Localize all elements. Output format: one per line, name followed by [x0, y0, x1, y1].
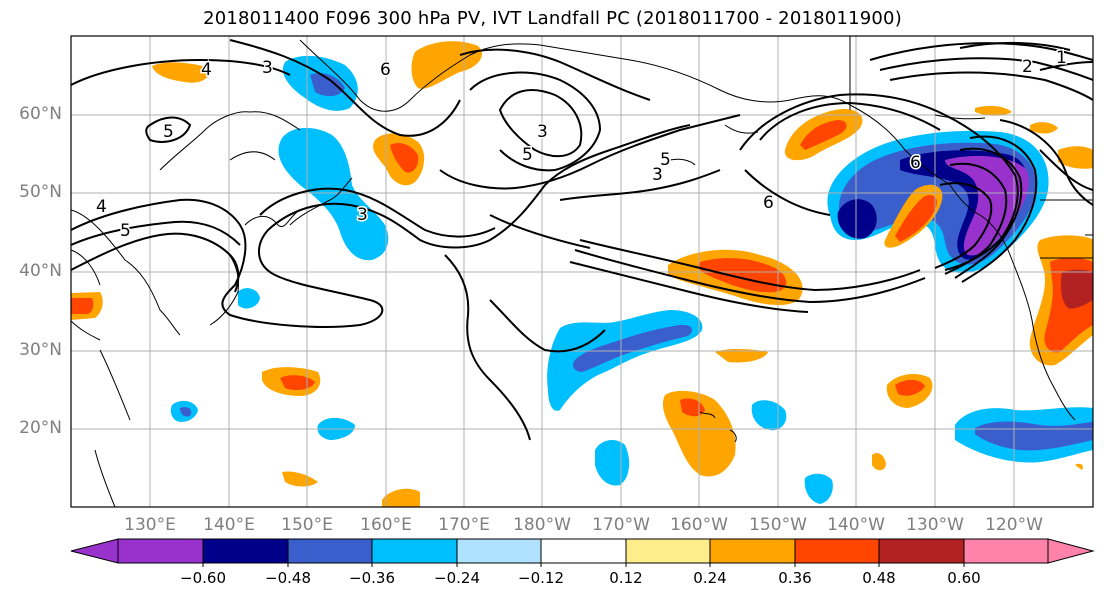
colorbar-tick-label: −0.36: [349, 569, 395, 587]
map-title: 2018011400 F096 300 hPa PV, IVT Landfall…: [203, 8, 902, 29]
lon-label-140w: 140°W: [827, 515, 885, 535]
colorbar-extend-low: [70, 538, 119, 564]
lon-label-120w: 120°W: [985, 515, 1043, 535]
colorbar-bin: [117, 538, 204, 564]
lon-label-180w: 180°W: [513, 515, 571, 535]
colorbar-bin: [456, 538, 542, 564]
contour-label: 5: [163, 122, 174, 142]
colorbar-bin: [794, 538, 880, 564]
lon-label-140e: 140°E: [203, 515, 255, 535]
contour-label: 4: [96, 197, 107, 217]
map-panel: 4 3 6 3 5 5 4 5 3 6 5 3 6 2 1: [71, 36, 1093, 507]
contour-label: 4: [201, 60, 212, 80]
colorbar-bin: [287, 538, 373, 564]
pv-contours: [71, 39, 1093, 441]
negative-anomaly-west-pacific: [278, 127, 389, 261]
contour-label: 3: [652, 165, 663, 185]
graticule: [71, 36, 1093, 507]
map-frame: [70, 35, 1094, 508]
lon-label-150w: 150°W: [749, 515, 807, 535]
colorbar-tick-label: 0.24: [693, 569, 727, 587]
lon-label-150e: 150°E: [281, 515, 333, 535]
lon-label-160w: 160°W: [670, 515, 728, 535]
colorbar-tick-label: −0.24: [434, 569, 480, 587]
colorbar-tick-label: 0.36: [778, 569, 812, 587]
lat-label-50n: 50°N: [19, 182, 62, 202]
contour-label: 2: [1022, 57, 1033, 77]
contour-label: 3: [262, 58, 273, 78]
contour-labels: 4 3 6 3 5 5 4 5 3 6 5 3 6 2 1: [95, 47, 1069, 243]
contour-label: 6: [910, 153, 921, 173]
lat-label-30n: 30°N: [19, 340, 62, 360]
lon-label-160e: 160°E: [360, 515, 412, 535]
colorbar-tick-label: 0.48: [862, 569, 896, 587]
colorbar-bin: [202, 538, 289, 564]
colorbar-bin: [371, 538, 458, 564]
lon-label-170e: 170°E: [438, 515, 490, 535]
contour-label: 6: [380, 60, 391, 80]
lat-label-60n: 60°N: [19, 104, 62, 124]
lat-label-40n: 40°N: [19, 261, 62, 281]
colorbar-bin: [878, 538, 965, 564]
colorbar-tick-label: 0.12: [609, 569, 643, 587]
lon-label-170w: 170°W: [592, 515, 650, 535]
colorbar-bin: [625, 538, 711, 564]
lon-label-130w: 130°W: [906, 515, 964, 535]
colorbar-tick-label: 0.60: [947, 569, 981, 587]
coastlines: [71, 36, 1093, 507]
lat-label-20n: 20°N: [19, 418, 62, 438]
colorbar-tick-label: −0.12: [518, 569, 564, 587]
colorbar: [70, 538, 1095, 567]
contour-label: 1: [1056, 48, 1067, 68]
contour-label: 6: [763, 193, 774, 213]
colorbar-bin: [963, 538, 1049, 564]
colorbar-tick-marks: [202, 563, 965, 567]
colorbar-tick-label: −0.48: [265, 569, 311, 587]
contour-label: 3: [537, 122, 548, 142]
colorbar-tick-label: −0.60: [180, 569, 226, 587]
contour-label: 5: [660, 150, 671, 170]
colorbar-extend-high: [1047, 538, 1095, 564]
contour-label: 3: [357, 205, 368, 225]
contour-label: 5: [120, 221, 131, 241]
colorbar-bin: [540, 538, 627, 564]
contour-label: 5: [522, 145, 533, 165]
colorbar-bin: [709, 538, 796, 564]
lon-label-130e: 130°E: [124, 515, 176, 535]
